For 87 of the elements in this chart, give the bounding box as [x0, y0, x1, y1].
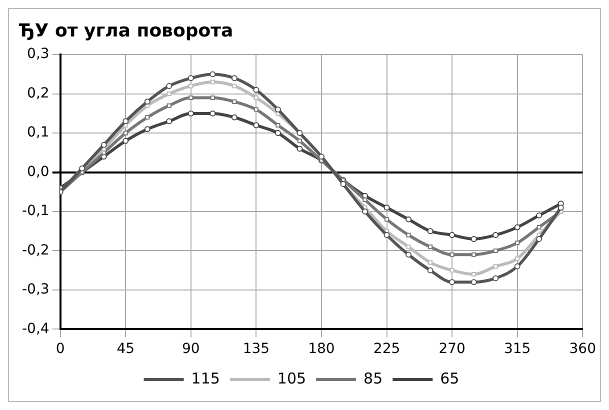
- point: [384, 232, 390, 238]
- legend-label: 85: [364, 369, 383, 388]
- y-tick-label: 0,2: [27, 85, 50, 102]
- point: [427, 267, 434, 274]
- point: [122, 138, 129, 144]
- x-tick-label: 0: [56, 341, 65, 358]
- point: [210, 110, 216, 116]
- y-tick-label: 0,1: [27, 124, 50, 141]
- legend-label: 65: [440, 369, 460, 388]
- point: [123, 130, 128, 136]
- x-tick-label: 180: [308, 341, 335, 358]
- y-tick-label: 0,0: [27, 164, 50, 180]
- point: [428, 260, 433, 265]
- point: [188, 75, 194, 82]
- point: [253, 122, 260, 128]
- point: [406, 216, 412, 222]
- point: [493, 264, 498, 269]
- point: [274, 130, 281, 136]
- x-tick-label: 45: [116, 341, 135, 358]
- x-tick-label: 270: [438, 341, 466, 358]
- point: [144, 126, 150, 132]
- point: [297, 138, 302, 144]
- point: [276, 122, 280, 128]
- point: [449, 279, 456, 286]
- point: [166, 92, 172, 96]
- point: [406, 252, 412, 258]
- point: [450, 252, 454, 257]
- point: [210, 71, 216, 78]
- point: [362, 197, 368, 202]
- point: [253, 86, 260, 93]
- point: [231, 75, 238, 82]
- point: [254, 95, 258, 100]
- point: [188, 95, 194, 100]
- legend-label: 115: [191, 369, 220, 388]
- x-tick-label: 135: [242, 341, 270, 358]
- point: [536, 224, 542, 230]
- y-tick-label: -0,2: [22, 242, 50, 258]
- x-tick-label: 90: [182, 341, 200, 358]
- y-tick-label: 0,3: [27, 46, 50, 62]
- point: [536, 236, 542, 242]
- point: [232, 84, 237, 88]
- point: [362, 208, 368, 215]
- point: [166, 103, 172, 108]
- point: [296, 146, 303, 152]
- point: [274, 106, 281, 113]
- point: [428, 244, 433, 250]
- point: [514, 224, 520, 230]
- point: [558, 204, 564, 211]
- point: [450, 268, 454, 273]
- point: [492, 232, 499, 238]
- point: [472, 272, 476, 277]
- point: [231, 114, 238, 120]
- point: [470, 279, 477, 286]
- x-tick-label: 225: [373, 341, 400, 358]
- point: [210, 95, 215, 100]
- point: [515, 240, 520, 246]
- x-tick-label: 315: [504, 341, 531, 358]
- point: [470, 236, 477, 242]
- y-tick-label: -0,4: [22, 320, 50, 337]
- point: [145, 115, 150, 120]
- point: [493, 248, 498, 254]
- point: [188, 110, 194, 116]
- point: [100, 142, 107, 148]
- point: [449, 232, 456, 238]
- point: [384, 217, 390, 222]
- point: [472, 252, 476, 257]
- point: [188, 84, 194, 88]
- legend-label: 105: [277, 369, 306, 388]
- point: [427, 228, 434, 234]
- point: [254, 107, 258, 112]
- point: [514, 263, 520, 270]
- point: [166, 82, 172, 89]
- point: [406, 244, 411, 250]
- point: [492, 275, 499, 282]
- y-tick-label: -0,3: [22, 282, 50, 298]
- x-tick-label: 360: [569, 341, 596, 358]
- point: [406, 232, 411, 238]
- y-tick-label: -0,1: [22, 203, 50, 220]
- point: [166, 118, 172, 124]
- point: [144, 98, 150, 105]
- point: [210, 80, 215, 84]
- point: [232, 99, 237, 104]
- point: [536, 212, 542, 218]
- point: [122, 118, 129, 124]
- point: [384, 204, 390, 211]
- point: [515, 256, 520, 261]
- chart-title: ЂУ от угла поворота: [19, 20, 234, 42]
